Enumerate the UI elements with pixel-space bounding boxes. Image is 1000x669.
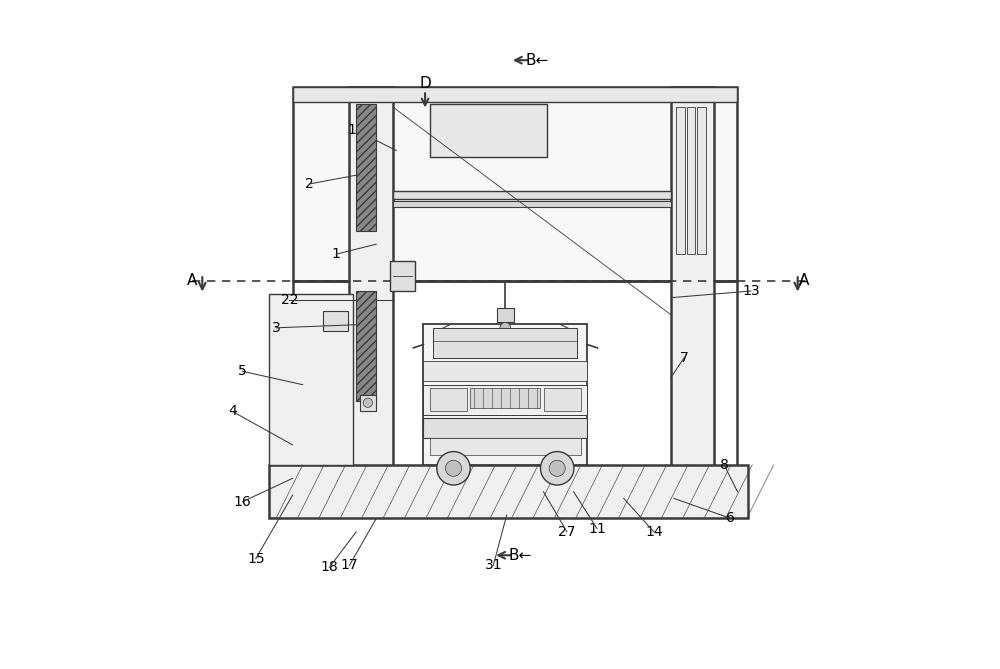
Bar [360, 395, 376, 411]
Text: 14: 14 [645, 525, 663, 539]
Bar [430, 104, 547, 157]
Text: 11: 11 [588, 522, 606, 535]
Text: 16: 16 [234, 495, 251, 508]
Circle shape [500, 322, 511, 333]
Text: 13: 13 [742, 284, 760, 298]
Text: A: A [187, 274, 197, 288]
Text: 27: 27 [558, 525, 576, 539]
Text: 12: 12 [347, 124, 365, 137]
Bar [544, 388, 581, 411]
Bar [687, 107, 695, 254]
Text: 4: 4 [228, 405, 237, 418]
Text: 18: 18 [321, 561, 338, 574]
Bar [293, 87, 737, 281]
Bar [423, 324, 587, 465]
Text: 7: 7 [680, 351, 688, 365]
Text: 15: 15 [247, 552, 265, 565]
Bar [430, 388, 467, 411]
Text: 2: 2 [305, 177, 314, 191]
Bar [269, 465, 748, 518]
Bar [356, 104, 376, 231]
Circle shape [540, 452, 574, 485]
Bar [676, 107, 685, 254]
Bar [497, 308, 514, 322]
Bar [390, 261, 415, 291]
Text: D: D [419, 76, 431, 91]
Text: 31: 31 [484, 559, 502, 572]
Bar [393, 191, 671, 199]
Bar [470, 388, 540, 408]
Bar [433, 328, 577, 358]
Bar [423, 385, 587, 415]
Bar [269, 294, 353, 465]
Text: 1: 1 [332, 248, 341, 261]
Text: 22: 22 [281, 293, 298, 306]
Bar [293, 281, 737, 482]
Circle shape [445, 460, 462, 476]
Bar [423, 361, 587, 381]
Bar [430, 438, 581, 455]
Text: A: A [799, 274, 810, 288]
Text: 6: 6 [726, 512, 735, 525]
Text: 17: 17 [341, 559, 358, 572]
Bar [349, 87, 393, 482]
Circle shape [363, 398, 373, 407]
Circle shape [549, 460, 565, 476]
Text: 3: 3 [272, 321, 280, 334]
Text: B←: B← [525, 53, 548, 68]
Circle shape [437, 452, 470, 485]
Bar [671, 87, 714, 482]
Bar [423, 418, 587, 438]
Text: B←: B← [508, 548, 532, 563]
Bar [323, 311, 348, 331]
Bar [356, 291, 376, 401]
Text: 8: 8 [720, 458, 729, 472]
Bar [697, 107, 706, 254]
Text: 5: 5 [238, 365, 247, 378]
Bar [393, 201, 671, 207]
Bar [293, 87, 737, 102]
